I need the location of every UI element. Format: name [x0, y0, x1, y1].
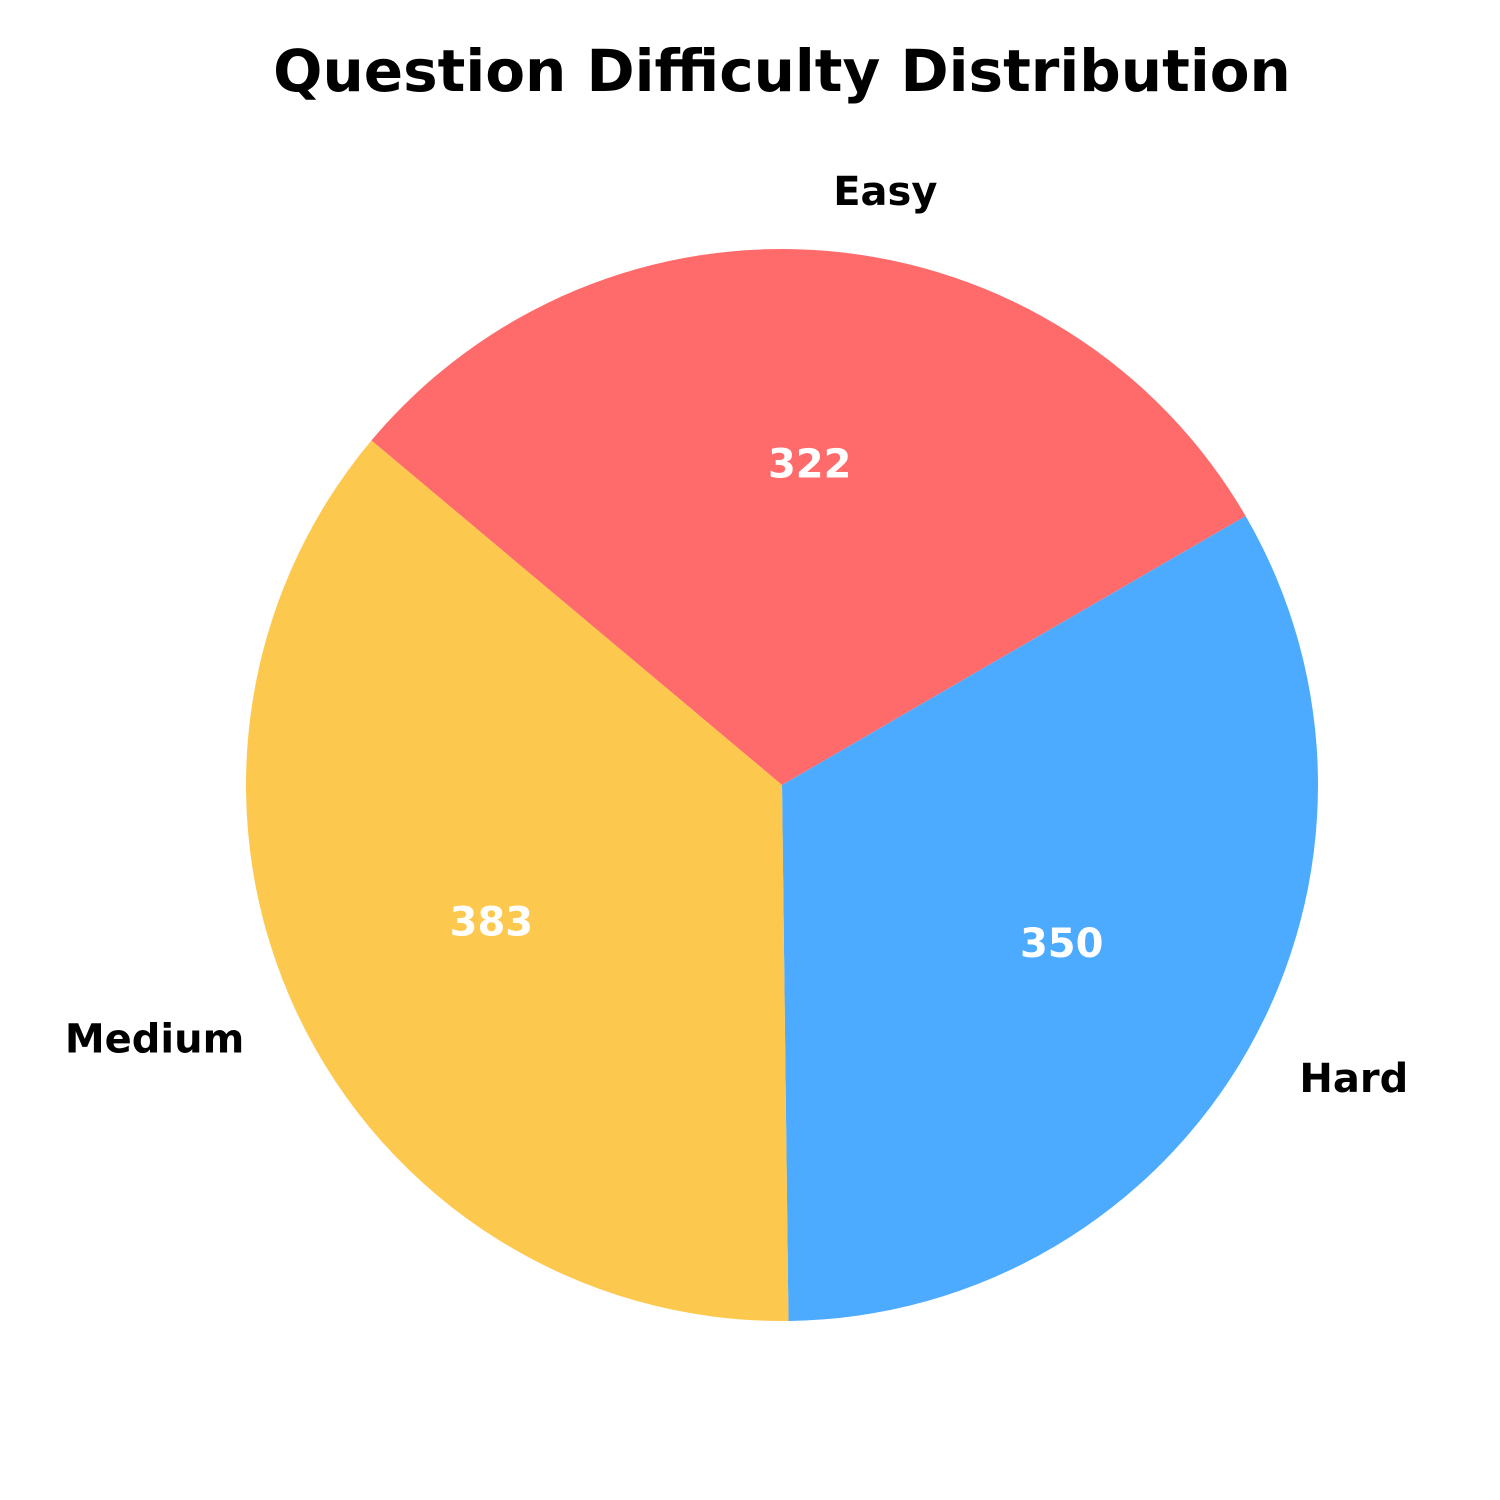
value-label-medium: 383	[450, 900, 534, 946]
slice-label-easy: Easy	[833, 169, 937, 215]
value-label-easy: 322	[768, 442, 852, 488]
pie-slices	[246, 249, 1318, 1321]
slice-label-hard: Hard	[1299, 1056, 1408, 1102]
value-label-hard: 350	[1020, 921, 1104, 967]
pie-labels: Easy 322 Hard 350 Medium 383	[65, 169, 1408, 1102]
chart-title: Question Difficulty Distribution	[273, 37, 1291, 105]
pie-slice-easy	[371, 249, 1246, 785]
pie-slice-medium	[246, 440, 789, 1321]
slice-label-medium: Medium	[65, 1017, 244, 1063]
pie-slice-hard	[782, 516, 1318, 1321]
